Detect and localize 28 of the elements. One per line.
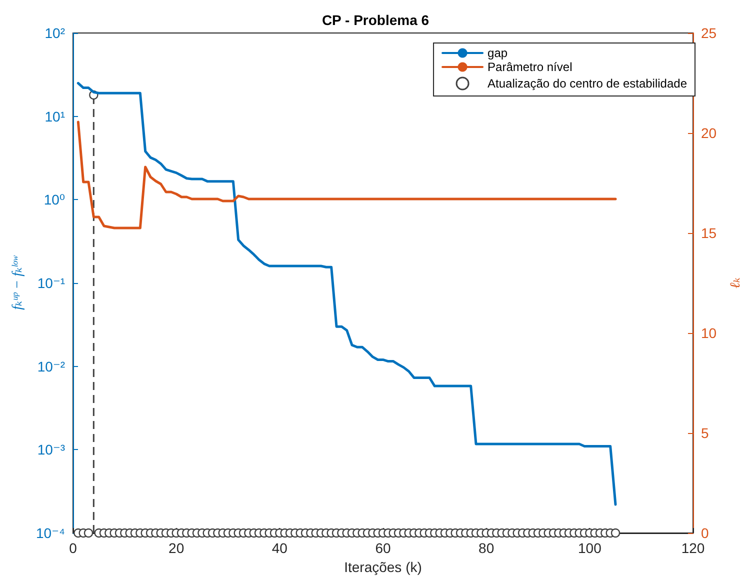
y2-tick-label: 5: [701, 425, 709, 441]
chart-title: CP - Problema 6: [322, 12, 430, 28]
x-axis-title: Iterações (k): [344, 558, 422, 575]
y-axis-title: fₖᵘᵖ − fₖˡᵒʷ: [10, 254, 26, 310]
y-tick-label: 10⁰: [44, 192, 66, 208]
x-tick-label: 80: [478, 540, 494, 556]
legend-label: gap: [488, 46, 508, 60]
y-tick-label: 10⁻¹: [37, 275, 66, 291]
y2-axis-title: ℓₖ: [728, 278, 744, 288]
y2-tick-label: 20: [701, 125, 717, 141]
x-tick-label: 100: [578, 540, 602, 556]
legend-label: Parâmetro nível: [488, 60, 572, 74]
y2-tick-label: 10: [701, 325, 717, 341]
y-tick-label: 10¹: [44, 108, 66, 124]
y-tick-label: 10⁻⁴: [36, 525, 65, 541]
line-series: [76, 120, 617, 230]
x-tick-label: 60: [375, 540, 391, 556]
y2-tick-label: 15: [701, 225, 717, 241]
x-tick-label: 40: [272, 540, 288, 556]
y-tick-label: 10²: [44, 25, 66, 41]
legend-label: Atualização do centro de estabilidade: [488, 76, 688, 90]
x-tick-label: 0: [69, 540, 78, 556]
y2-tick-label: 0: [701, 525, 709, 541]
x-tick-label: 120: [681, 540, 705, 556]
y-tick-label: 10⁻³: [37, 442, 66, 458]
x-tick-label: 20: [168, 540, 184, 556]
y2-tick-label: 25: [701, 25, 717, 41]
y-tick-label: 10⁻²: [37, 358, 66, 374]
